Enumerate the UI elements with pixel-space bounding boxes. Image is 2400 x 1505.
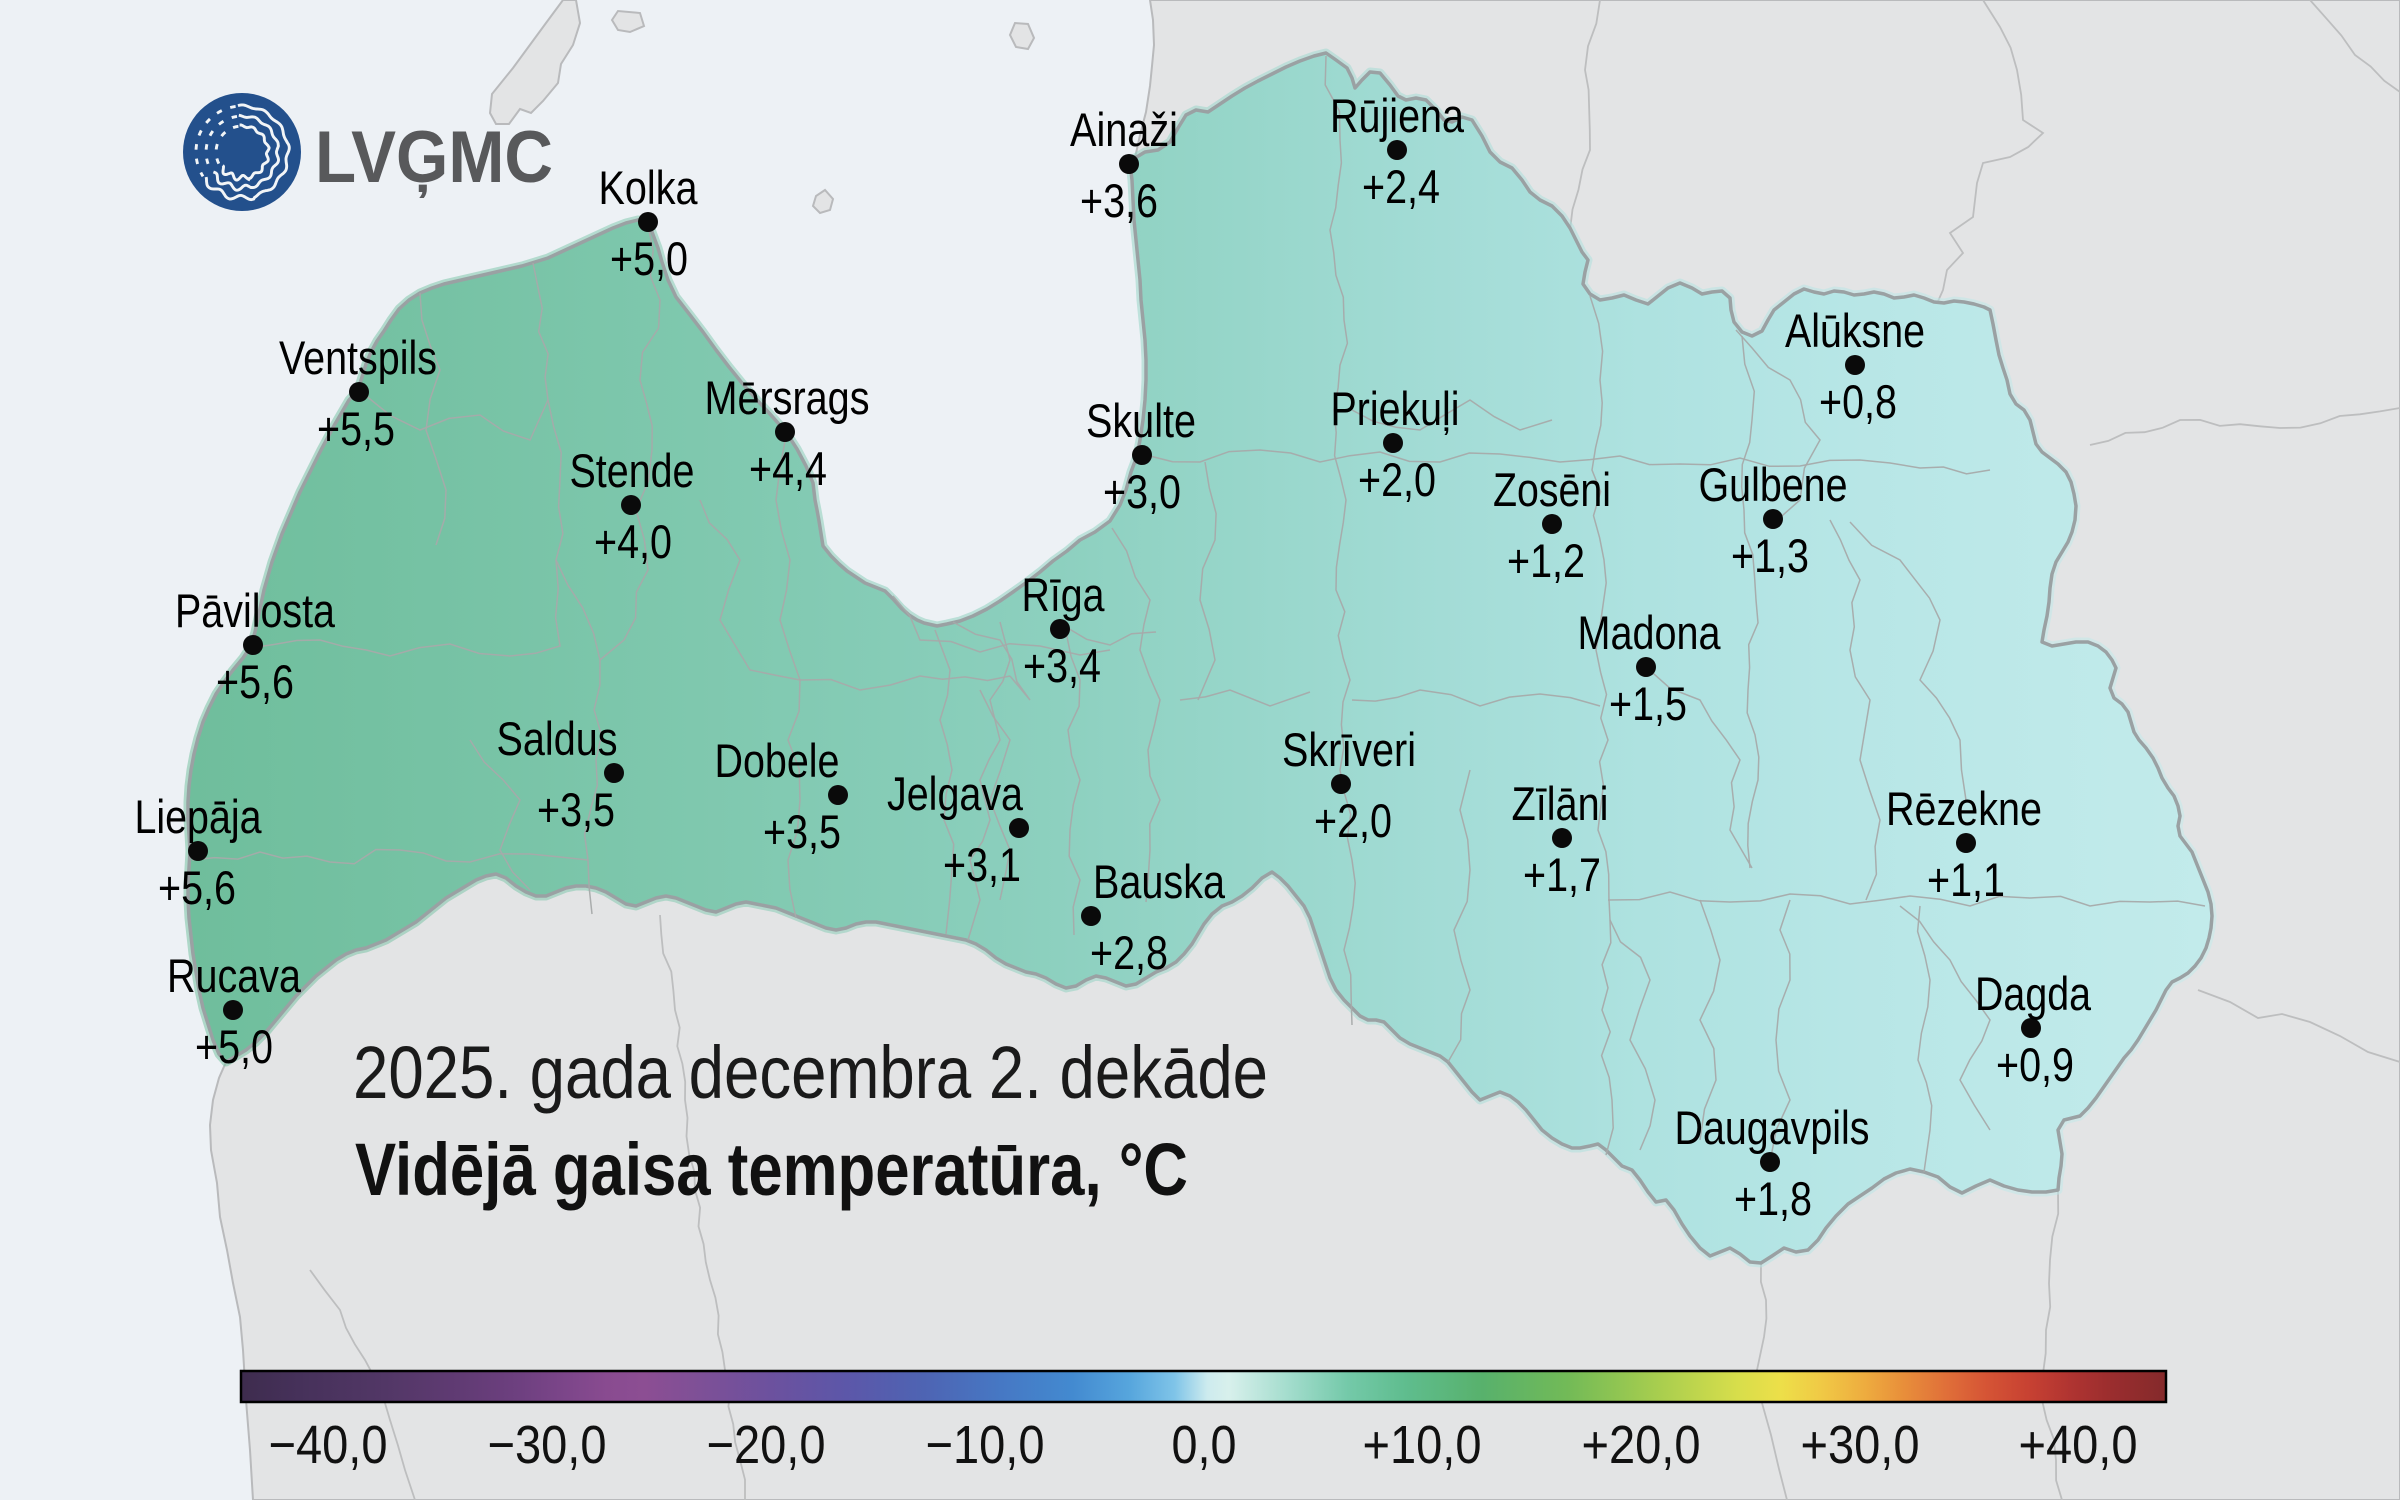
svg-text:Skulte: Skulte [1086, 394, 1196, 447]
svg-text:+5,0: +5,0 [195, 1020, 273, 1073]
svg-text:+1,3: +1,3 [1731, 529, 1809, 582]
svg-text:+10,0: +10,0 [1363, 1415, 1482, 1475]
svg-text:+5,6: +5,6 [216, 655, 294, 708]
svg-text:Kolka: Kolka [599, 161, 699, 214]
svg-text:+5,5: +5,5 [317, 402, 395, 455]
svg-text:+1,1: +1,1 [1927, 853, 2005, 906]
svg-text:Rēzekne: Rēzekne [1886, 782, 2042, 835]
svg-text:+1,5: +1,5 [1609, 677, 1687, 730]
svg-text:Ainaži: Ainaži [1070, 103, 1178, 156]
svg-text:+1,7: +1,7 [1523, 848, 1601, 901]
svg-text:Stende: Stende [570, 444, 695, 497]
svg-text:Alūksne: Alūksne [1785, 304, 1925, 357]
svg-text:LVĢMC: LVĢMC [315, 117, 553, 198]
svg-text:+3,5: +3,5 [763, 805, 841, 858]
svg-text:+5,6: +5,6 [158, 861, 236, 914]
svg-text:Jelgava: Jelgava [887, 767, 1024, 820]
svg-text:+2,4: +2,4 [1362, 160, 1440, 213]
svg-text:Zosēni: Zosēni [1493, 463, 1611, 516]
svg-text:Saldus: Saldus [497, 712, 618, 765]
svg-text:Madona: Madona [1578, 606, 1722, 659]
svg-text:0,0: 0,0 [1172, 1415, 1237, 1475]
svg-text:+3,0: +3,0 [1103, 465, 1181, 518]
svg-text:Dagda: Dagda [1975, 967, 2092, 1020]
svg-text:−10,0: −10,0 [926, 1415, 1045, 1475]
svg-text:Skrīveri: Skrīveri [1282, 723, 1416, 776]
svg-text:Bauska: Bauska [1093, 855, 1226, 908]
svg-text:2025. gada decembra 2. dekāde: 2025. gada decembra 2. dekāde [353, 1031, 1268, 1114]
svg-text:Zīlāni: Zīlāni [1512, 777, 1609, 830]
svg-text:Rucava: Rucava [167, 949, 302, 1002]
svg-text:+3,6: +3,6 [1080, 174, 1158, 227]
svg-text:+3,4: +3,4 [1023, 639, 1101, 692]
svg-text:+30,0: +30,0 [1801, 1415, 1920, 1475]
svg-text:+1,2: +1,2 [1507, 534, 1585, 587]
svg-text:+2,0: +2,0 [1314, 794, 1392, 847]
svg-text:Mērsrags: Mērsrags [705, 371, 870, 424]
svg-text:Rīga: Rīga [1022, 568, 1106, 621]
svg-text:+2,0: +2,0 [1358, 453, 1436, 506]
svg-text:Dobele: Dobele [715, 734, 840, 787]
svg-text:Pāvilosta: Pāvilosta [175, 584, 336, 637]
svg-text:−30,0: −30,0 [488, 1415, 607, 1475]
svg-text:+20,0: +20,0 [1582, 1415, 1701, 1475]
svg-text:Vidējā gaisa temperatūra, °C: Vidējā gaisa temperatūra, °C [355, 1128, 1188, 1211]
svg-text:Liepāja: Liepāja [135, 790, 263, 843]
svg-text:Priekuļi: Priekuļi [1331, 382, 1460, 435]
svg-text:+2,8: +2,8 [1090, 926, 1168, 979]
svg-text:+40,0: +40,0 [2019, 1415, 2138, 1475]
svg-text:+5,0: +5,0 [610, 232, 688, 285]
svg-text:+0,8: +0,8 [1819, 375, 1897, 428]
svg-text:+3,1: +3,1 [943, 838, 1021, 891]
svg-text:Daugavpils: Daugavpils [1675, 1101, 1870, 1154]
svg-text:Gulbene: Gulbene [1699, 458, 1848, 511]
svg-text:+0,9: +0,9 [1996, 1038, 2074, 1091]
svg-text:+4,0: +4,0 [594, 515, 672, 568]
svg-text:Rūjiena: Rūjiena [1330, 89, 1465, 142]
svg-text:−40,0: −40,0 [269, 1415, 388, 1475]
svg-text:−20,0: −20,0 [707, 1415, 826, 1475]
svg-text:+1,8: +1,8 [1734, 1172, 1812, 1225]
svg-text:Ventspils: Ventspils [279, 331, 437, 384]
svg-text:+3,5: +3,5 [537, 783, 615, 836]
svg-text:+4,4: +4,4 [749, 442, 827, 495]
